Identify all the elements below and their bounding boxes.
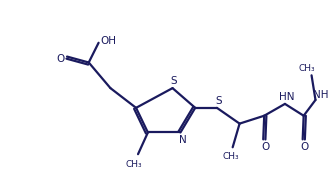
Text: NH: NH xyxy=(313,90,328,100)
Text: N: N xyxy=(178,135,186,145)
Text: O: O xyxy=(261,142,269,152)
Text: CH₃: CH₃ xyxy=(222,152,239,161)
Text: HN: HN xyxy=(279,92,295,102)
Text: OH: OH xyxy=(100,36,116,46)
Text: CH₃: CH₃ xyxy=(298,64,315,73)
Text: S: S xyxy=(215,96,222,106)
Text: O: O xyxy=(300,142,309,152)
Text: O: O xyxy=(56,53,64,63)
Text: S: S xyxy=(170,76,177,86)
Text: CH₃: CH₃ xyxy=(126,160,142,168)
